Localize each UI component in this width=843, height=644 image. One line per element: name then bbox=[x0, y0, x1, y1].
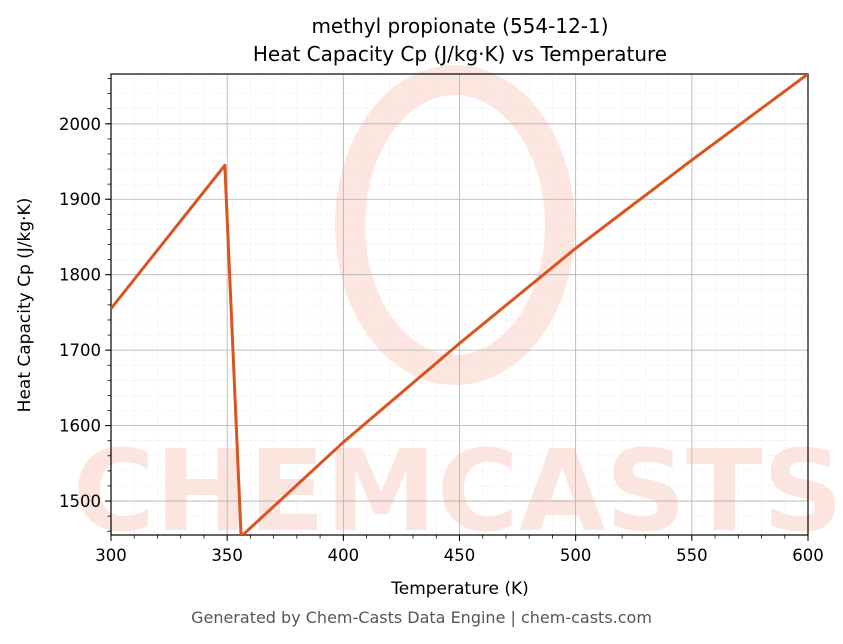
series-group bbox=[111, 74, 808, 535]
x-tick-label: 350 bbox=[211, 546, 243, 565]
y-tick-label: 1500 bbox=[59, 492, 101, 511]
y-tick-labels: 1500 1600 1700 1800 1900 2000 bbox=[59, 115, 101, 511]
x-tick-label: 450 bbox=[444, 546, 476, 565]
x-tick-label: 300 bbox=[95, 546, 127, 565]
x-tick-label: 500 bbox=[560, 546, 592, 565]
y-tick-label: 1800 bbox=[59, 266, 101, 285]
y-tick-label: 2000 bbox=[59, 115, 101, 134]
watermark: CHEMCASTS bbox=[73, 65, 843, 557]
chart-title-line1: methyl propionate (554-12-1) bbox=[311, 14, 608, 38]
x-tick-labels: 300 350 400 450 500 550 600 bbox=[95, 546, 824, 565]
series-line bbox=[111, 74, 808, 535]
x-axis-label: Temperature (K) bbox=[390, 579, 529, 599]
axis-ticks bbox=[105, 78, 809, 541]
x-tick-label: 600 bbox=[792, 546, 824, 565]
y-tick-label: 1700 bbox=[59, 341, 101, 360]
y-tick-label: 1900 bbox=[59, 190, 101, 209]
watermark-text: CHEMCASTS bbox=[73, 427, 843, 557]
chart-title-line2: Heat Capacity Cp (J/kg·K) vs Temperature bbox=[253, 42, 667, 66]
x-tick-label: 550 bbox=[676, 546, 708, 565]
watermark-logo-ring bbox=[335, 65, 575, 385]
footer-text: Generated by Chem-Casts Data Engine | ch… bbox=[191, 608, 652, 627]
x-tick-label: 400 bbox=[328, 546, 360, 565]
y-axis-label: Heat Capacity Cp (J/kg·K) bbox=[15, 198, 35, 413]
y-tick-label: 1600 bbox=[59, 417, 101, 436]
